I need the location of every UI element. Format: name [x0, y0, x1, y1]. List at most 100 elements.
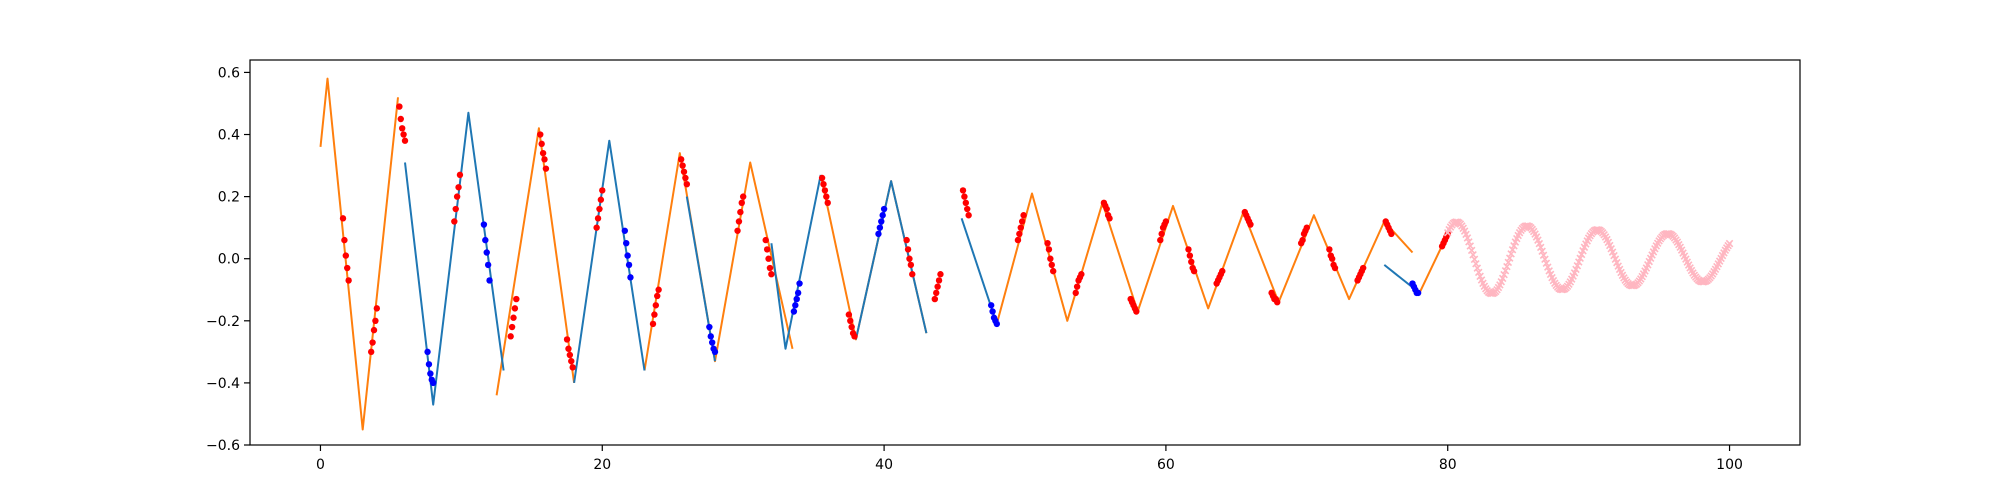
data-point-0000ff-8 [484, 261, 492, 269]
data-point-0000ff-15 [706, 323, 713, 331]
data-point-0000ff-14 [627, 274, 634, 281]
data-point-ff0000-86 [1016, 230, 1023, 238]
data-point-ff0000-22 [510, 314, 517, 321]
data-point-ff0000-95 [1072, 289, 1079, 297]
data-point-ff0000-82 [962, 199, 970, 207]
data-point-ff0000-84 [965, 212, 972, 219]
x-marker-point-45 [1507, 250, 1515, 258]
data-point-ff0000-9 [373, 305, 381, 312]
data-point-ff0000-119 [1190, 267, 1198, 275]
data-point-ff0000-90 [1044, 239, 1051, 247]
plot-frame [249, 59, 1801, 446]
data-point-ff0000-16 [452, 205, 459, 213]
data-point-ff0000-89 [1020, 212, 1027, 219]
data-point-ff0000-25 [537, 131, 544, 138]
data-point-0000ff-9 [486, 277, 493, 284]
series-line-1-segment-4 [854, 180, 928, 340]
data-point-ff0000-94 [1049, 267, 1057, 275]
data-point-ff0000-69 [851, 333, 858, 340]
data-point-ff0000-4 [345, 277, 352, 284]
data-point-ff0000-54 [739, 193, 747, 200]
data-point-ff0000-48 [682, 174, 689, 182]
data-point-0000ff-12 [624, 252, 631, 259]
data-point-ff0000-49 [683, 180, 691, 188]
y-tick-label-3: 0.0 [218, 252, 240, 268]
data-point-ff0000-40 [649, 320, 657, 328]
data-point-ff0000-124 [1219, 267, 1226, 275]
data-point-ff0000-8 [372, 317, 379, 325]
data-point-0000ff-26 [876, 224, 884, 231]
data-point-ff0000-80 [959, 187, 967, 194]
data-point-ff0000-32 [566, 351, 574, 359]
data-point-ff0000-144 [1331, 264, 1339, 272]
data-point-ff0000-26 [538, 140, 545, 148]
data-point-0000ff-39 [1414, 289, 1422, 297]
data-point-ff0000-83 [964, 205, 971, 213]
x-marker-point-20 [1472, 260, 1480, 268]
x-tick-label-5: 100 [1716, 457, 1743, 473]
series-line-1-segment-1 [573, 139, 646, 384]
data-point-ff0000-47 [680, 168, 688, 175]
data-point-ff0000-88 [1018, 218, 1026, 225]
data-point-ff0000-67 [848, 323, 855, 331]
data-point-ff0000-85 [1014, 236, 1022, 244]
data-point-ff0000-15 [451, 218, 458, 225]
x-tick-label-1: 20 [593, 457, 611, 473]
data-point-ff0000-34 [569, 364, 576, 371]
data-point-0000ff-19 [711, 348, 719, 356]
data-point-ff0000-56 [763, 246, 771, 253]
data-point-0000ff-1 [425, 361, 433, 368]
series-line-1-segment-3 [770, 174, 822, 350]
data-point-ff0000-39 [599, 187, 606, 194]
data-point-0000ff-6 [482, 236, 489, 244]
data-point-ff0000-50 [734, 227, 741, 234]
data-point-ff0000-154 [1388, 230, 1395, 238]
data-point-ff0000-136 [1299, 236, 1306, 244]
data-point-ff0000-3 [344, 264, 351, 272]
data-point-ff0000-44 [655, 286, 662, 293]
data-point-ff0000-35 [593, 224, 600, 231]
data-point-ff0000-43 [654, 292, 661, 300]
data-point-ff0000-2 [342, 252, 350, 259]
data-point-ff0000-72 [906, 255, 913, 262]
data-point-ff0000-115 [1185, 246, 1192, 253]
series-line-0-segment-1 [495, 127, 576, 396]
y-tick-label-1: −0.4 [206, 376, 240, 392]
data-point-ff0000-63 [823, 193, 830, 200]
data-point-0000ff-4 [429, 379, 437, 387]
data-point-0000ff-31 [989, 308, 996, 315]
data-point-ff0000-45 [677, 156, 685, 163]
data-point-ff0000-77 [934, 283, 941, 290]
data-point-ff0000-57 [765, 255, 772, 262]
data-point-0000ff-27 [878, 218, 885, 225]
data-point-ff0000-79 [937, 271, 944, 278]
data-point-ff0000-1 [341, 236, 348, 244]
data-point-ff0000-74 [909, 271, 916, 278]
data-point-ff0000-61 [820, 180, 827, 188]
data-point-ff0000-70 [903, 236, 910, 244]
data-point-ff0000-46 [679, 162, 686, 169]
x-marker-point-43 [1504, 258, 1513, 267]
x-marker-point-18 [1469, 251, 1477, 259]
data-point-0000ff-5 [480, 221, 488, 228]
data-point-ff0000-37 [596, 205, 603, 213]
x-marker-point-15 [1465, 238, 1473, 246]
data-point-ff0000-31 [565, 345, 572, 352]
data-point-0000ff-17 [708, 339, 716, 346]
data-point-ff0000-93 [1048, 261, 1055, 269]
data-point-ff0000-27 [539, 149, 547, 157]
data-point-ff0000-91 [1045, 246, 1053, 253]
data-point-0000ff-10 [621, 227, 629, 234]
data-point-ff0000-53 [738, 199, 745, 207]
data-point-ff0000-23 [511, 305, 519, 312]
data-point-ff0000-33 [568, 357, 575, 365]
data-point-ff0000-114 [1162, 218, 1170, 225]
data-point-ff0000-102 [1103, 205, 1110, 213]
data-point-ff0000-11 [397, 115, 404, 123]
data-point-ff0000-13 [400, 131, 407, 138]
plot-background [250, 60, 1800, 445]
data-point-ff0000-24 [513, 295, 520, 303]
data-point-0000ff-21 [792, 302, 799, 309]
